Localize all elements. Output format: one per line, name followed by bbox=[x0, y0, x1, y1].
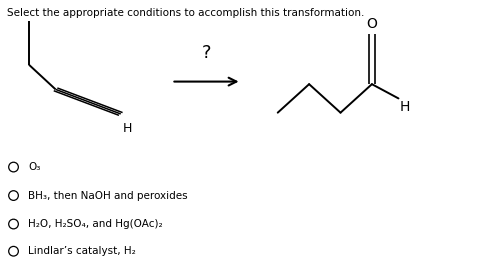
Text: ?: ? bbox=[202, 44, 211, 62]
Text: BH₃, then NaOH and peroxides: BH₃, then NaOH and peroxides bbox=[28, 191, 187, 200]
Text: O: O bbox=[367, 17, 377, 31]
Text: Select the appropriate conditions to accomplish this transformation.: Select the appropriate conditions to acc… bbox=[7, 8, 365, 18]
Text: H: H bbox=[400, 100, 410, 114]
Text: O₃: O₃ bbox=[28, 162, 41, 172]
Text: H₂O, H₂SO₄, and Hg(OAc)₂: H₂O, H₂SO₄, and Hg(OAc)₂ bbox=[28, 219, 163, 229]
Text: Lindlar’s catalyst, H₂: Lindlar’s catalyst, H₂ bbox=[28, 246, 136, 256]
Text: H: H bbox=[123, 122, 132, 135]
